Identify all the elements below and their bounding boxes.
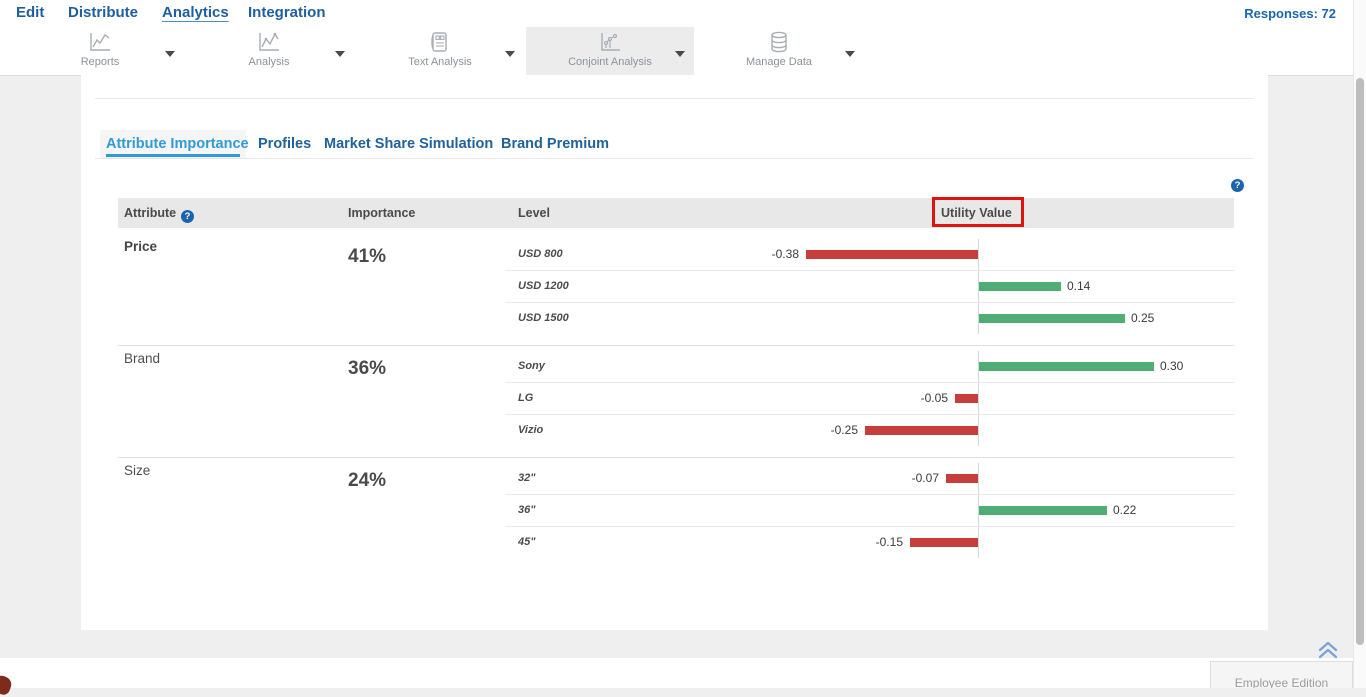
importance-value: 24% — [348, 470, 387, 491]
zero-axis-line — [978, 351, 979, 446]
level-row-divider — [505, 382, 1234, 383]
toolbar-item-label: Analysis — [248, 56, 290, 68]
level-label: Vizio — [518, 424, 544, 436]
toolbar-item-conjoint-analysis[interactable]: Conjoint Analysis — [550, 30, 670, 68]
active-tab-underline — [106, 154, 240, 157]
top-navigation-bar: Responses: 72 Edit Distribute Analytics Int… — [0, 0, 1366, 28]
column-header-utility-value: Utility Value — [941, 206, 1012, 220]
attribute-name: Brand — [124, 351, 161, 366]
column-header-attribute: Attribute? — [124, 198, 195, 228]
active-tab-background — [100, 130, 246, 158]
utility-value-label: -0.25 — [830, 423, 858, 437]
utility-bar — [979, 362, 1154, 371]
toolbar-item-text-analysis[interactable]: Text Analysis — [380, 30, 500, 68]
analytics-toolbar: Reports Analysis Text Analysis Conjoint Ana… — [0, 27, 1366, 76]
zero-axis-line — [978, 239, 979, 334]
toolbar-item-manage-data[interactable]: Manage Data — [719, 30, 839, 68]
divider — [95, 98, 1253, 99]
level-label: Sony — [518, 360, 545, 372]
analysis-chart-icon — [209, 30, 329, 54]
level-row-divider — [505, 270, 1234, 271]
utility-bar — [979, 506, 1107, 515]
conjoint-chart-icon — [550, 30, 670, 54]
edition-badge: Employee Edition — [1210, 661, 1353, 688]
attribute-help-icon[interactable]: ? — [181, 210, 195, 223]
chevron-down-icon[interactable] — [165, 51, 175, 57]
utility-value-label: 0.22 — [1113, 503, 1137, 517]
tab-profiles[interactable]: Profiles — [258, 136, 312, 152]
utility-value-label: -0.38 — [771, 247, 799, 261]
nav-item-distribute[interactable]: Distribute — [68, 4, 139, 21]
level-label: USD 1500 — [518, 312, 569, 324]
table-header-row: Attribute? Importance Level Utility Valu… — [118, 198, 1234, 228]
level-row-divider — [505, 494, 1234, 495]
utility-bar — [955, 394, 978, 403]
utility-bar — [979, 314, 1125, 323]
chevron-down-icon[interactable] — [675, 51, 685, 57]
utility-value-label: 0.14 — [1067, 279, 1091, 293]
tab-market-share-simulation[interactable]: Market Share Simulation — [324, 136, 494, 152]
utility-bar — [910, 538, 978, 547]
text-analysis-icon — [380, 30, 500, 54]
utility-value-label: 0.30 — [1160, 359, 1184, 373]
utility-value-label: 0.25 — [1131, 311, 1155, 325]
help-icon[interactable]: ? — [1231, 179, 1244, 192]
importance-value: 41% — [348, 246, 387, 267]
level-label: USD 800 — [518, 248, 563, 260]
utility-value-label: -0.15 — [875, 535, 903, 549]
zero-axis-line — [978, 463, 979, 558]
level-label: LG — [518, 392, 534, 404]
tab-brand-premium[interactable]: Brand Premium — [501, 136, 609, 152]
nav-item-integration[interactable]: Integration — [248, 4, 326, 21]
toolbar-item-reports[interactable]: Reports — [40, 30, 160, 68]
utility-bar — [806, 250, 978, 259]
attribute-group-divider — [118, 345, 1234, 346]
annotation-highlight-box — [932, 197, 1024, 227]
level-row-divider — [505, 302, 1234, 303]
toolbar-item-analysis[interactable]: Analysis — [209, 30, 329, 68]
importance-value: 36% — [348, 358, 387, 379]
column-header-level: Level — [518, 206, 550, 220]
toolbar-item-label: Manage Data — [745, 56, 813, 68]
attribute-group-divider — [118, 457, 1234, 458]
tab-attribute-importance[interactable]: Attribute Importance — [106, 136, 249, 152]
utility-value-label: -0.05 — [920, 391, 948, 405]
scrollbar-thumb[interactable] — [1356, 78, 1364, 645]
toolbar-item-label: Text Analysis — [408, 56, 472, 68]
column-header-importance: Importance — [348, 206, 416, 220]
attribute-header-label: Attribute — [124, 206, 177, 220]
chevron-down-icon[interactable] — [505, 51, 515, 57]
level-row-divider — [505, 414, 1234, 415]
toolbar-item-label: Reports — [80, 56, 120, 68]
footer-strip — [0, 658, 1366, 688]
line-chart-icon — [40, 30, 160, 54]
chevron-down-icon[interactable] — [335, 51, 345, 57]
utility-value-label: -0.07 — [911, 471, 939, 485]
level-label: 36" — [518, 504, 536, 516]
level-label: 45" — [518, 536, 536, 548]
utility-bar — [946, 474, 978, 483]
database-icon — [719, 30, 839, 54]
level-label: USD 1200 — [518, 280, 569, 292]
utility-bar — [865, 426, 978, 435]
toolbar-item-label: Conjoint Analysis — [568, 56, 652, 68]
level-row-divider — [505, 526, 1234, 527]
responses-count: Responses: 72 — [1244, 6, 1336, 21]
nav-item-analytics[interactable]: Analytics — [162, 4, 229, 21]
nav-item-edit[interactable]: Edit — [16, 4, 45, 21]
selected-tool-highlight — [526, 27, 694, 75]
tabs-baseline-divider — [95, 158, 1253, 159]
attribute-name: Size — [124, 463, 151, 478]
attribute-name: Price — [124, 239, 158, 254]
utility-bar — [979, 282, 1061, 291]
level-label: 32" — [518, 472, 536, 484]
conjoint-analysis-panel: ? Attribute? Importance Level Utility Va… — [81, 75, 1268, 630]
scroll-to-top-icon[interactable] — [1316, 640, 1340, 660]
chevron-down-icon[interactable] — [845, 51, 855, 57]
